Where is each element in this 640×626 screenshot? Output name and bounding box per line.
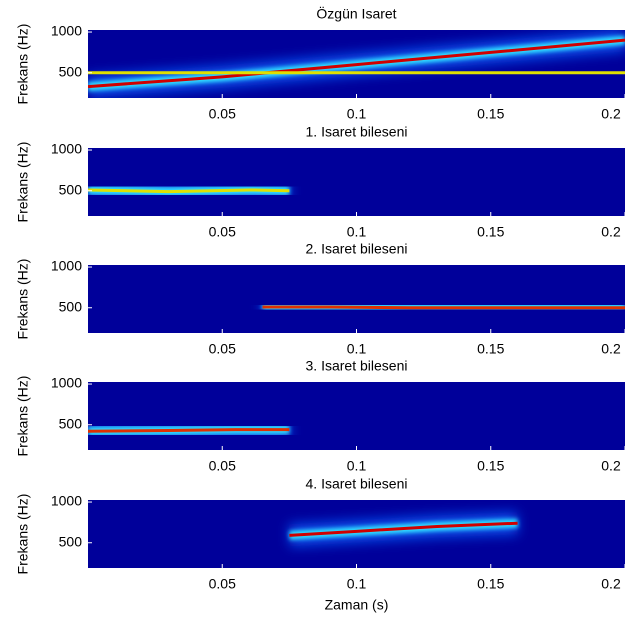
x-tick-label: 0.15 [477,106,504,122]
x-tick-label: 0.2 [601,576,621,592]
panel-title: 4. Isaret bileseni [306,476,408,492]
y-tick-label: 1000 [51,258,82,274]
ridge [88,188,290,194]
x-tick-label: 0.1 [347,576,367,592]
panel-title: 3. Isaret bileseni [306,358,408,374]
panel-title: 1. Isaret bileseni [306,124,408,140]
x-tick-label: 0.2 [601,224,621,240]
x-axis-label: Zaman (s) [325,597,389,613]
x-tick-label: 0.05 [209,106,236,122]
x-tick-label: 0.2 [601,341,621,357]
x-tick-label: 0.15 [477,341,504,357]
ridges [88,30,625,98]
ridges [288,512,519,547]
x-tick-label: 0.2 [601,458,621,474]
x-tick-label: 0.1 [347,341,367,357]
x-tick-label: 0.2 [601,106,621,122]
x-tick-label: 0.15 [477,458,504,474]
y-tick-label: 500 [59,533,83,549]
x-tick-label: 0.05 [209,341,236,357]
y-tick-label: 500 [59,415,83,431]
ridge [262,305,625,310]
y-axis-label: Frekans (Hz) [15,494,31,575]
y-tick-label: 1000 [51,375,82,391]
ridges [88,178,290,203]
x-tick-label: 0.15 [477,224,504,240]
x-tick-label: 0.1 [347,106,367,122]
ridge [88,428,290,433]
ridges [262,295,625,319]
x-tick-label: 0.1 [347,224,367,240]
y-tick-label: 1000 [51,23,82,39]
x-tick-label: 0.15 [477,576,504,592]
x-tick-label: 0.05 [209,458,236,474]
y-axis-label: Frekans (Hz) [15,259,31,340]
y-tick-label: 1000 [51,141,82,157]
panel-title: Özgün Isaret [316,5,396,22]
y-tick-label: 1000 [51,493,82,509]
y-tick-label: 500 [59,298,83,314]
y-axis-label: Frekans (Hz) [15,142,31,223]
y-axis-label: Frekans (Hz) [15,376,31,457]
ridges [88,418,290,443]
panel-title: 2. Isaret bileseni [306,241,408,257]
x-tick-label: 0.1 [347,458,367,474]
y-axis-label: Frekans (Hz) [15,24,31,105]
y-tick-label: 500 [59,181,83,197]
y-tick-label: 500 [59,63,83,79]
x-tick-label: 0.05 [209,224,236,240]
ridge [289,521,518,537]
x-tick-label: 0.05 [209,576,236,592]
